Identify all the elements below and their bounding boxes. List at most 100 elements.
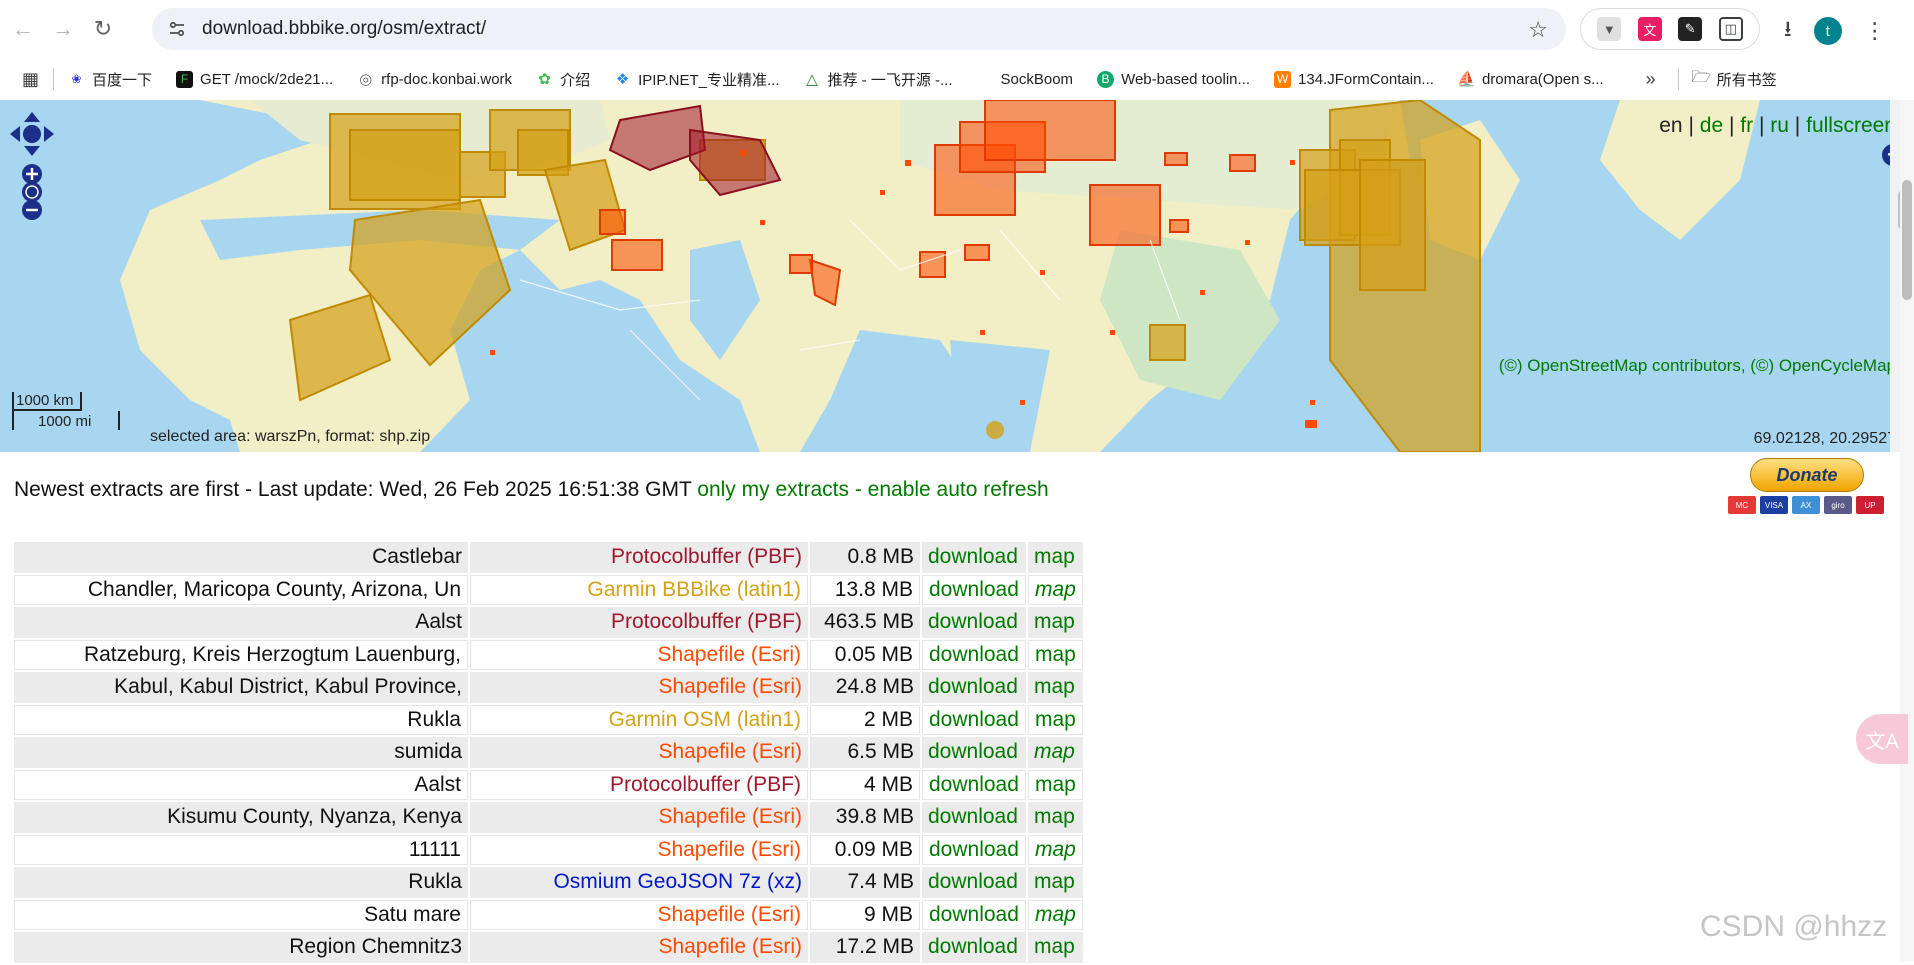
extracts-table: Castlebar Protocolbuffer (PBF) 0.8 MB downl… — [12, 540, 1085, 965]
page-scrollbar[interactable] — [1900, 100, 1914, 961]
apps-grid-icon[interactable]: ▦ — [22, 68, 40, 89]
fullscreen-link[interactable]: fullscreen — [1806, 114, 1896, 137]
lang-fr[interactable]: fr — [1740, 114, 1754, 137]
map-canvas[interactable] — [0, 100, 1914, 452]
map-link[interactable]: map — [1028, 639, 1083, 670]
extract-size: 4 MB — [810, 769, 920, 800]
vue-devtools-icon[interactable]: ▼ — [1597, 17, 1622, 41]
avatar[interactable]: t — [1813, 17, 1842, 45]
download-link[interactable]: download — [922, 672, 1026, 703]
map-link[interactable]: map — [1028, 802, 1083, 833]
download-link[interactable]: download — [922, 834, 1026, 865]
status-separator: - — [848, 478, 868, 501]
map-link[interactable]: map — [1028, 704, 1083, 735]
bookmark-label: Web-based toolin... — [1121, 70, 1251, 88]
map-link[interactable]: map — [1028, 932, 1083, 963]
translate-fab-icon[interactable]: 文A — [1856, 714, 1908, 764]
download-link[interactable]: download — [922, 867, 1026, 898]
zoom-world-icon — [22, 182, 42, 202]
bookmark-1[interactable]: F GET /mock/2de21... — [176, 70, 334, 88]
extract-name: Ratzeburg, Kreis Herzogtum Lauenburg, — [14, 639, 468, 670]
bookmark-0[interactable]: ❀ 百度一下 — [68, 69, 152, 90]
bookmark-star-icon[interactable]: ☆ — [1528, 17, 1548, 42]
address-bar[interactable]: download.bbbike.org/osm/extract/ ☆ — [152, 8, 1566, 50]
extract-name: 11111 — [14, 834, 468, 865]
browser-toolbar: ← → ↻ download.bbbike.org/osm/extract/ ☆… — [0, 0, 1914, 58]
map-link[interactable]: map — [1028, 867, 1083, 898]
extract-size: 463.5 MB — [810, 607, 920, 638]
bookmark-9[interactable]: ⛵ dromara(Open s... — [1457, 71, 1604, 89]
map-attribution[interactable]: (©) OpenStreetMap contributors, (©) Open… — [1498, 356, 1896, 375]
extract-name: Chandler, Maricopa County, Arizona, Un — [14, 574, 468, 605]
bookmark-label: GET /mock/2de21... — [200, 70, 334, 88]
back-icon[interactable]: ← — [12, 16, 34, 41]
download-link[interactable]: download — [922, 574, 1026, 605]
puzzle-icon[interactable]: ◫ — [1718, 17, 1743, 41]
bookmark-2[interactable]: ◎ rfp-doc.konbai.work — [357, 71, 512, 89]
giropay-icon: giro — [1824, 496, 1852, 514]
url-text[interactable]: download.bbbike.org/osm/extract/ — [202, 18, 487, 39]
download-link[interactable]: download — [922, 542, 1026, 573]
all-bookmarks[interactable]: 🗁 所有书签 — [1691, 69, 1776, 90]
page-scrollbar-thumb[interactable] — [1902, 180, 1912, 300]
extract-size: 13.8 MB — [810, 574, 920, 605]
map-link[interactable]: map — [1028, 607, 1083, 638]
map-link[interactable]: map — [1028, 899, 1083, 930]
extract-format: Protocolbuffer (PBF) — [470, 542, 808, 573]
forward-icon[interactable]: → — [52, 16, 74, 41]
map-link[interactable]: map — [1028, 672, 1083, 703]
map-link[interactable]: map — [1028, 574, 1083, 605]
extract-format: Garmin OSM (latin1) — [470, 704, 808, 735]
b-icon: B — [1097, 70, 1115, 88]
translate-ext-icon[interactable]: 文 — [1637, 17, 1662, 41]
lang-de[interactable]: de — [1699, 114, 1724, 137]
bookmark-label: SockBoom — [1000, 70, 1074, 88]
download-link[interactable]: download — [922, 932, 1026, 963]
download-link[interactable]: download — [922, 737, 1026, 768]
extract-name: Aalst — [14, 607, 468, 638]
status-line: Newest extracts are first - Last update:… — [14, 478, 1049, 502]
mouse-coordinates: 69.02128, 20.29527 — [1753, 430, 1896, 447]
payment-cards: MC VISA AX giro UP — [1728, 496, 1888, 514]
map-link[interactable]: map — [1028, 834, 1083, 865]
auto-refresh-link[interactable]: enable auto refresh — [867, 478, 1049, 501]
extract-size: 6.5 MB — [810, 737, 920, 768]
more-bookmarks-icon[interactable]: » — [1645, 68, 1656, 89]
download-link[interactable]: download — [922, 769, 1026, 800]
table-row: Aalst Protocolbuffer (PBF) 4 MB download map — [14, 769, 1083, 800]
extract-format: Shapefile (Esri) — [470, 737, 808, 768]
only-my-extracts-link[interactable]: only my extracts — [697, 478, 849, 501]
extract-map[interactable]: + en | de | fr | ru | fullscreen (©) Ope… — [0, 100, 1914, 452]
status-prefix: Newest extracts are first — [14, 478, 240, 501]
bookmark-3[interactable]: ✿ 介绍 — [536, 69, 590, 90]
visa-icon: VISA — [1760, 496, 1788, 514]
lang-separator: | — [1794, 114, 1801, 137]
bookmark-8[interactable]: W 134.JFormContain... — [1274, 70, 1434, 88]
table-row: Chandler, Maricopa County, Arizona, Un Ga… — [14, 574, 1083, 605]
map-link[interactable]: map — [1028, 769, 1083, 800]
reload-icon[interactable]: ↻ — [93, 16, 113, 41]
extract-name: Region Chemnitz3 — [14, 932, 468, 963]
bookmark-6[interactable]: SockBoom — [1001, 71, 1074, 88]
dark-ext-icon[interactable]: ✎ — [1678, 17, 1703, 41]
extract-format: Shapefile (Esri) — [470, 672, 808, 703]
lang-ru[interactable]: ru — [1770, 114, 1789, 137]
site-info-icon[interactable] — [166, 18, 188, 40]
download-link[interactable]: download — [922, 639, 1026, 670]
map-link[interactable]: map — [1028, 737, 1083, 768]
bookmark-4[interactable]: ❖ IPIP.NET_专业精准... — [614, 69, 780, 90]
download-link[interactable]: download — [922, 607, 1026, 638]
download-link[interactable]: download — [922, 704, 1026, 735]
pan-left-icon — [10, 126, 20, 142]
map-link[interactable]: map — [1028, 542, 1083, 573]
download-link[interactable]: download — [922, 899, 1026, 930]
extract-name: Kabul, Kabul District, Kabul Province, — [14, 672, 468, 703]
download-icon[interactable]: ⭳ — [1784, 16, 1792, 41]
selected-area-text: selected area: warszPn, format: shp.zip — [150, 428, 431, 445]
menu-dots-icon[interactable]: ⋮ — [1863, 18, 1886, 43]
donate-button[interactable]: Donate — [1750, 458, 1864, 492]
download-link[interactable]: download — [922, 802, 1026, 833]
bookmark-5[interactable]: △ 推荐 - 一飞开源 -... — [804, 69, 952, 90]
table-row: Castlebar Protocolbuffer (PBF) 0.8 MB downl… — [14, 542, 1083, 573]
bookmark-7[interactable]: B Web-based toolin... — [1097, 70, 1251, 88]
